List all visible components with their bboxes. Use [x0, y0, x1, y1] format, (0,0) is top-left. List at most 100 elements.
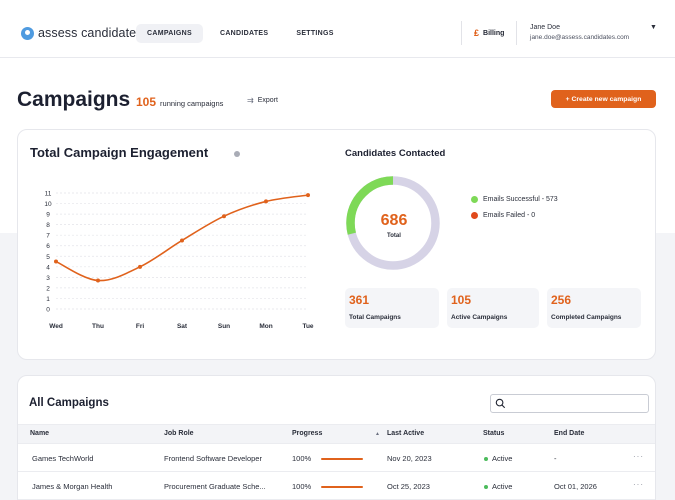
- y-tick-label: 4: [46, 264, 50, 271]
- cell-progress: 100%: [292, 482, 312, 491]
- user-email: jane.doe@assess.candidates.com: [530, 34, 630, 41]
- status-dot-icon: [484, 485, 488, 490]
- running-count: 105: [136, 95, 157, 109]
- stat-completed-campaigns: 256 Completed Campaigns: [547, 288, 641, 328]
- user-name: Jane Doe: [530, 24, 560, 31]
- tab-settings[interactable]: SETTINGS: [296, 30, 334, 37]
- x-tick-label: Wed: [49, 323, 63, 330]
- column-header-status[interactable]: Status: [483, 430, 505, 437]
- stat-label: Active Campaigns: [451, 314, 508, 321]
- y-tick-label: 2: [46, 285, 50, 292]
- create-campaign-button[interactable]: + Create new campaign: [551, 90, 656, 108]
- running-label: running campaigns: [160, 99, 224, 108]
- series-line: [55, 194, 309, 282]
- column-header-end-date[interactable]: End Date: [554, 430, 585, 437]
- status-dot-icon: [484, 457, 488, 462]
- x-tick-label: Fri: [136, 323, 145, 330]
- y-tick-label: 1: [46, 296, 50, 303]
- stat-total-campaigns: 361 Total Campaigns: [345, 288, 439, 328]
- cell-progress: 100%: [292, 454, 312, 463]
- more-icon[interactable]: ···: [633, 452, 644, 461]
- cell-name: Games TechWorld: [32, 454, 94, 463]
- x-tick-label: Sat: [177, 323, 188, 330]
- legend-success-label: Emails Successful - 573: [483, 196, 558, 203]
- nav-divider: [461, 21, 462, 45]
- search-box: [490, 394, 649, 413]
- cell-job-role: Frontend Software Developer: [164, 454, 262, 463]
- y-tick-label: 11: [45, 191, 52, 198]
- contacted-title: Candidates Contacted: [345, 148, 446, 159]
- y-tick-label: 9: [46, 212, 50, 219]
- progress-bar: [321, 458, 363, 460]
- export-label: Export: [257, 97, 278, 104]
- y-tick-label: 5: [46, 254, 50, 261]
- table-row[interactable]: James & Morgan Health Procurement Gradua…: [18, 473, 655, 500]
- tab-candidates[interactable]: CANDIDATES: [219, 30, 269, 37]
- data-point[interactable]: [138, 264, 142, 269]
- data-point[interactable]: [180, 238, 184, 243]
- table-row[interactable]: Games TechWorld Frontend Software Develo…: [18, 445, 655, 472]
- top-navigation: assess candidates CAMPAIGNS CANDIDATES S…: [0, 0, 675, 58]
- progress-bar: [321, 486, 363, 488]
- search-icon[interactable]: [495, 398, 506, 409]
- data-point[interactable]: [222, 214, 226, 219]
- data-point[interactable]: [306, 193, 310, 198]
- status-label: Active: [492, 454, 513, 463]
- legend-failed: Emails Failed - 0: [471, 212, 535, 219]
- brand-logo[interactable]: assess candidates: [21, 26, 143, 40]
- cell-end-date: Oct 01, 2026: [554, 482, 597, 491]
- campaigns-table-card: All Campaigns Name Job Role Progress ▲ L…: [17, 375, 656, 500]
- contacted-donut-chart: [346, 176, 440, 270]
- stat-value: 256: [551, 293, 572, 307]
- cell-status: Active: [484, 454, 512, 463]
- failed-dot-icon: [471, 212, 478, 219]
- nav-tabs: CAMPAIGNS CANDIDATES SETTINGS: [136, 24, 345, 43]
- y-tick-label: 0: [46, 307, 50, 314]
- logo-icon: [21, 26, 34, 40]
- data-point[interactable]: [54, 259, 58, 264]
- sort-up-icon[interactable]: ▲: [375, 431, 380, 437]
- donut-success-arc[interactable]: [346, 176, 440, 270]
- running-campaigns: 105 running campaigns: [136, 95, 223, 109]
- status-label: Active: [492, 482, 513, 491]
- x-tick-label: Sun: [218, 323, 230, 330]
- column-header-job-role[interactable]: Job Role: [164, 430, 194, 437]
- stat-label: Total Campaigns: [349, 314, 401, 321]
- engagement-title: Total Campaign Engagement: [30, 145, 209, 160]
- stat-label: Completed Campaigns: [551, 314, 622, 321]
- x-tick-label: Tue: [302, 323, 313, 330]
- cell-job-role: Procurement Graduate Sche...: [164, 482, 266, 491]
- cell-name: James & Morgan Health: [32, 482, 113, 491]
- billing-label: Billing: [483, 30, 505, 37]
- y-tick-label: 8: [46, 222, 50, 229]
- y-tick-label: 3: [46, 275, 50, 282]
- column-header-progress[interactable]: Progress: [292, 430, 323, 437]
- stat-value: 361: [349, 293, 370, 307]
- tab-campaigns[interactable]: CAMPAIGNS: [136, 24, 203, 43]
- more-icon[interactable]: ···: [633, 480, 644, 489]
- y-tick-label: 10: [44, 201, 52, 208]
- column-header-name[interactable]: Name: [30, 430, 50, 437]
- search-input[interactable]: [509, 397, 645, 410]
- column-header-last-active[interactable]: Last Active: [387, 430, 425, 437]
- y-tick-label: 6: [46, 243, 50, 250]
- info-icon[interactable]: [234, 151, 240, 157]
- contacted-total-label: Total: [387, 233, 401, 239]
- brand-name: assess candidates: [38, 26, 143, 40]
- page-title: Campaigns: [17, 88, 131, 111]
- export-button[interactable]: ⇉ Export: [247, 96, 278, 105]
- billing-link[interactable]: ₤ Billing: [474, 29, 504, 38]
- user-menu[interactable]: Jane Doe jane.doe@assess.candidates.com: [530, 24, 629, 41]
- cell-end-date: -: [554, 454, 557, 463]
- engagement-card: Total Campaign Engagement 0 1 2 3 4 5 6 7 8 9 10 11…: [17, 129, 656, 360]
- stat-active-campaigns: 105 Active Campaigns: [447, 288, 539, 328]
- engagement-line-chart: 0 1 2 3 4 5 6 7 8 9 10 11 Wed Thu Fri Sat Sun Mon Tue: [44, 191, 314, 331]
- cell-status: Active: [484, 482, 512, 491]
- x-tick-label: Thu: [92, 323, 104, 330]
- export-icon: ⇉: [247, 96, 254, 105]
- data-point[interactable]: [96, 278, 100, 283]
- chevron-down-icon[interactable]: ▼: [650, 24, 657, 31]
- contacted-total: 686: [380, 212, 408, 229]
- table-header: Name Job Role Progress ▲ Last Active Sta…: [18, 424, 655, 444]
- data-point[interactable]: [264, 199, 268, 204]
